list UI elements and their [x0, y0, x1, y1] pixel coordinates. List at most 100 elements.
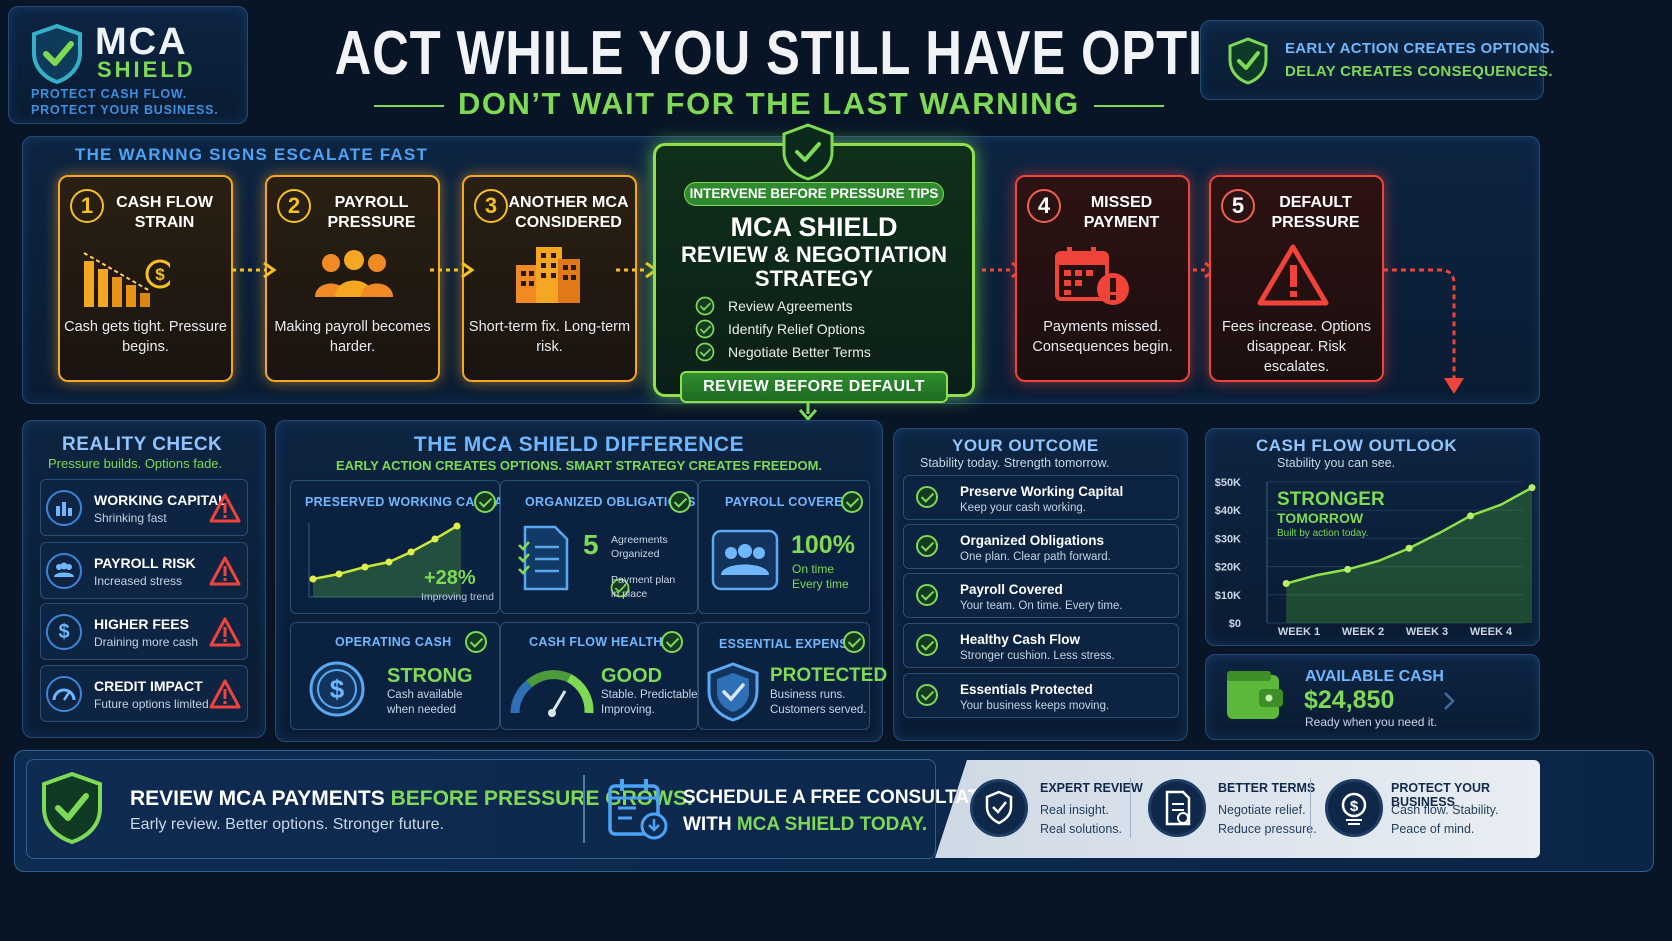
step-number: 3	[474, 189, 508, 223]
outcome-item: Essentials Protected Your business keeps …	[903, 673, 1179, 718]
feature-better-terms: BETTER TERMS Negotiate relief. Reduce pre…	[1148, 775, 1323, 845]
cell-caption: ORGANIZED OBLIGATIONS	[525, 495, 696, 509]
feature-expert-review: EXPERT REVIEW Real insight. Real solution…	[970, 775, 1145, 845]
arrow-right-icon	[232, 261, 277, 279]
reality-item-sub: Shrinking fast	[94, 511, 167, 525]
people-icon	[46, 553, 82, 589]
callout-line-1: EARLY ACTION CREATES OPTIONS.	[1285, 40, 1555, 57]
cell-caption: OPERATING CASH	[335, 635, 452, 649]
feature-divider	[1310, 778, 1311, 838]
step-number: 5	[1221, 189, 1255, 223]
payroll-value: 100%	[791, 531, 855, 559]
cell-caption: ESSENTIAL EXPENSES	[719, 637, 866, 651]
obligations-label: Agreements	[611, 534, 668, 546]
y-tick-label: $30K	[1215, 533, 1241, 545]
dollar-coin-icon: $	[309, 661, 365, 717]
outcome-subtitle: Stability today. Strength tomorrow.	[920, 456, 1110, 470]
reality-title: REALITY CHECK	[62, 434, 223, 455]
review-before-default-button[interactable]: REVIEW BEFORE DEFAULT	[680, 371, 948, 403]
document-checklist-icon	[518, 525, 569, 591]
declining-bars-icon: $	[83, 252, 170, 307]
feature-desc: Real insight. Real solutions.	[1040, 801, 1122, 839]
document-icon	[1148, 779, 1206, 837]
y-tick-label: $50K	[1215, 477, 1241, 489]
svg-text:$: $	[1350, 798, 1359, 815]
checklist-label: Negotiate Better Terms	[728, 343, 871, 360]
step-missed-payment: 4 MISSED PAYMENT Payments missed. Conseq…	[1015, 175, 1190, 382]
cell-obligations: ORGANIZED OBLIGATIONS 5 Agreements Organ…	[500, 480, 698, 614]
chart-icon	[46, 490, 82, 526]
chevron-right-icon[interactable]	[1442, 690, 1456, 712]
health-line: Improving.	[601, 704, 655, 716]
cell-cash-flow-health: CASH FLOW HEALTH GOOD Stable. Predictabl…	[500, 622, 701, 730]
dollar-shield-icon: $	[1325, 779, 1383, 837]
callout-line-2: DELAY CREATES CONSEQUENCES.	[1285, 63, 1553, 80]
step-payroll-pressure: 2 PAYROLL PRESSURE Making payroll become…	[265, 175, 440, 382]
gauge-icon	[510, 670, 594, 717]
check-icon	[695, 342, 715, 361]
team-icon	[711, 529, 779, 591]
check-icon	[465, 631, 487, 653]
page-subheadline: DON’T WAIT FOR THE LAST WARNING	[360, 86, 1164, 122]
check-icon	[695, 296, 715, 315]
footer-main-sub: Early review. Better options. Stronger f…	[130, 816, 444, 833]
warning-icon	[209, 617, 241, 647]
gauge-icon	[46, 676, 82, 712]
essentials-line: Customers served.	[770, 704, 867, 716]
x-tick-label: WEEK 3	[1406, 626, 1448, 638]
outlook-label-1: STRONGER	[1277, 489, 1385, 510]
outcome-item-sub: One plan. Clear path forward.	[960, 551, 1111, 563]
checklist-item: Identify Relief Options	[694, 317, 871, 340]
reality-item-title: HIGHER FEES	[94, 616, 189, 632]
cell-payroll: PAYROLL COVERED 100% On time Every time	[698, 480, 870, 614]
check-icon	[661, 631, 683, 653]
check-icon	[474, 491, 496, 513]
callout-box: EARLY ACTION CREATES OPTIONS. DELAY CREA…	[1200, 20, 1554, 100]
obligations-label: Organized	[611, 548, 660, 560]
step-description: Short-term fix. Long-term risk.	[468, 319, 631, 355]
y-tick-label: $0	[1229, 618, 1241, 630]
cell-caption: PRESERVED WORKING CAPITAL	[305, 495, 512, 509]
trend-chart-icon	[308, 522, 461, 598]
payroll-line: On time	[792, 562, 835, 576]
data-point	[1467, 512, 1475, 520]
shield-check-icon	[782, 123, 834, 181]
outlook-subtitle: Stability you can see.	[1277, 456, 1396, 470]
outcome-item: Healthy Cash Flow Stronger cushion. Less …	[903, 623, 1179, 668]
difference-title: THE MCA SHIELD DIFFERENCE	[413, 433, 745, 456]
outcome-item: Payroll Covered Your team. On time. Every…	[903, 573, 1179, 618]
y-tick-label: $40K	[1215, 505, 1241, 517]
x-tick-label: WEEK 2	[1342, 626, 1384, 638]
outcome-title: YOUR OUTCOME	[952, 436, 1099, 455]
reality-item-working-capital: WORKING CAPITAL Shrinking fast	[40, 479, 248, 536]
arrow-down-icon	[1374, 268, 1464, 394]
outcome-item-sub: Stronger cushion. Less stress.	[960, 650, 1115, 662]
essentials-line: Business runs.	[770, 689, 846, 701]
checklist-item: Review Agreements	[694, 294, 871, 317]
check-icon	[916, 634, 938, 656]
step-cash-flow-strain: 1 CASH FLOW STRAIN $ Cash gets tight. Pr…	[58, 175, 233, 382]
footer-main-text: REVIEW MCA PAYMENTS	[130, 787, 391, 810]
dollar-icon: $	[46, 614, 82, 650]
footer-cta-line-1[interactable]: SCHEDULE A FREE CONSULTATION	[683, 787, 1014, 808]
available-cash-title: AVAILABLE CASH	[1305, 668, 1444, 685]
warning-icon	[209, 493, 241, 523]
reality-item-title: PAYROLL RISK	[94, 555, 196, 571]
footer-cta-line-2[interactable]: WITH MCA SHIELD TODAY.	[683, 814, 927, 836]
checklist-label: Identify Relief Options	[728, 320, 865, 337]
footer-divider	[583, 775, 585, 843]
working-capital-value: +28%	[424, 567, 476, 589]
buildings-icon	[516, 247, 580, 303]
brand-name-bottom: SHIELD	[97, 57, 196, 82]
outcome-item: Organized Obligations One plan. Clear pat…	[903, 524, 1179, 569]
shield-check-icon	[1228, 37, 1268, 85]
x-tick-label: WEEK 4	[1470, 626, 1513, 638]
step-title: MISSED PAYMENT	[1083, 194, 1160, 231]
feature-line: Reduce pressure.	[1218, 822, 1317, 836]
series-area	[1286, 487, 1532, 623]
step-title: ANOTHER MCA CONSIDERED	[508, 194, 629, 231]
feature-desc: Negotiate relief. Reduce pressure.	[1218, 801, 1317, 839]
shield-icon	[707, 662, 759, 722]
payroll-line: Every time	[792, 577, 849, 591]
check-icon	[841, 491, 863, 513]
